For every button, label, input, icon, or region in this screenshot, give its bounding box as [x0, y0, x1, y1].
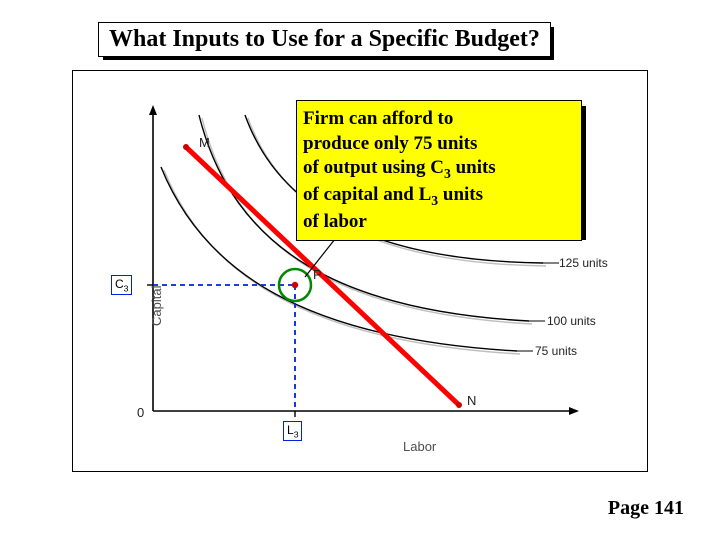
- x-axis-label: Labor: [403, 439, 436, 454]
- c3-label-sub: 3: [124, 283, 129, 293]
- callout-line-2: produce only 75 units: [303, 133, 477, 154]
- slide-page: What Inputs to Use for a Specific Budget…: [0, 0, 720, 540]
- c3-label: C3: [111, 275, 132, 295]
- label-P: P: [313, 267, 322, 282]
- isoquant-label-leads: [517, 263, 559, 351]
- page-number: Page 141: [608, 497, 684, 520]
- label-N: N: [467, 393, 476, 408]
- callout-line-4: of capital and L3 units: [303, 184, 483, 205]
- label-M: M: [199, 135, 210, 150]
- callout-text: Firm can afford to produce only 75 units…: [296, 100, 582, 241]
- callout-line-1: Firm can afford to: [303, 108, 453, 129]
- c3-label-text: C: [115, 277, 124, 291]
- title-box: What Inputs to Use for a Specific Budget…: [98, 22, 551, 57]
- callout-line-5: of labor: [303, 211, 367, 232]
- l3-label-sub: 3: [294, 429, 299, 439]
- l3-label: L3: [283, 421, 302, 441]
- isoquant-label-100: 100 units: [547, 314, 596, 328]
- callout-box: Firm can afford to produce only 75 units…: [296, 100, 582, 241]
- isoquant-label-125: 125 units: [559, 256, 608, 270]
- origin-label: 0: [137, 405, 144, 420]
- callout-line-3: of output using C3 units: [303, 157, 496, 178]
- title-text: What Inputs to Use for a Specific Budget…: [98, 22, 551, 57]
- droplines: [153, 285, 295, 411]
- y-axis-label: Capital: [149, 286, 164, 326]
- l3-label-text: L: [287, 423, 294, 437]
- isoquant-label-75: 75 units: [535, 344, 577, 358]
